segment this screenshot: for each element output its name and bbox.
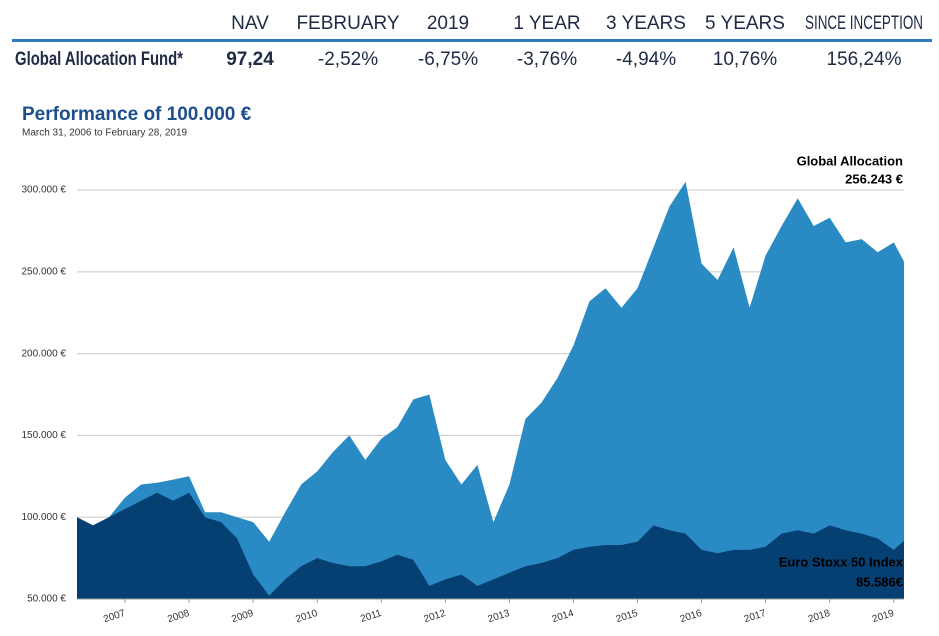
area-series — [77, 492, 904, 599]
header-cell: 5 YEARS — [705, 13, 785, 34]
y-tick-label: 300.000 € — [22, 185, 67, 196]
row-cell: 10,76% — [713, 49, 778, 70]
y-tick-label: 200.000 € — [22, 348, 67, 359]
row-cell: -2,52% — [318, 49, 378, 70]
row-cell: -4,94% — [616, 49, 676, 70]
series-name: Euro Stoxx 50 Index — [779, 554, 904, 569]
x-tick-label: 2009 — [230, 608, 255, 625]
x-tick-label: 2011 — [359, 608, 383, 625]
row-cell: 156,24% — [826, 49, 901, 70]
x-tick-label: 2014 — [551, 608, 576, 625]
area-series — [77, 181, 904, 600]
series-name: Global Allocation — [797, 153, 903, 168]
plot-area — [77, 181, 904, 600]
y-tick-label: 250.000 € — [22, 266, 67, 277]
table-rule — [12, 39, 932, 42]
chart-subtitle: March 31, 2006 to February 28, 2019 — [22, 128, 188, 139]
y-tick-label: 100.000 € — [22, 512, 67, 523]
x-tick-label: 2007 — [102, 608, 127, 625]
x-tick-label: 2019 — [871, 608, 896, 625]
end-label: 256.243 € — [845, 171, 903, 186]
x-tick-label: 2017 — [743, 608, 768, 625]
header-cell: SINCE INCEPTION — [805, 13, 923, 34]
header-cell: 1 YEAR — [513, 13, 580, 34]
row-cell: -6,75% — [418, 49, 478, 70]
end-label: 85.586€ — [856, 574, 903, 589]
x-tick-label: 2010 — [294, 608, 319, 625]
x-tick-label: 2013 — [487, 608, 512, 625]
x-tick-label: 2016 — [679, 608, 704, 625]
x-tick-label: 2015 — [615, 608, 640, 625]
x-tick-label: 2018 — [807, 608, 832, 625]
row-cell: -3,76% — [517, 49, 577, 70]
header-cell: 2019 — [427, 13, 469, 34]
header-cell: NAV — [231, 13, 269, 34]
y-tick-label: 50.000 € — [27, 594, 66, 605]
y-tick-label: 150.000 € — [22, 430, 67, 441]
chart-title: Performance of 100.000 € — [22, 104, 252, 125]
row-cell: 97,24 — [226, 49, 274, 70]
row-label: Global Allocation Fund* — [15, 49, 183, 70]
header-cell: FEBRUARY — [296, 13, 399, 34]
x-tick-label: 2012 — [423, 608, 448, 625]
x-tick-label: 2008 — [166, 608, 191, 625]
header-cell: 3 YEARS — [606, 13, 686, 34]
